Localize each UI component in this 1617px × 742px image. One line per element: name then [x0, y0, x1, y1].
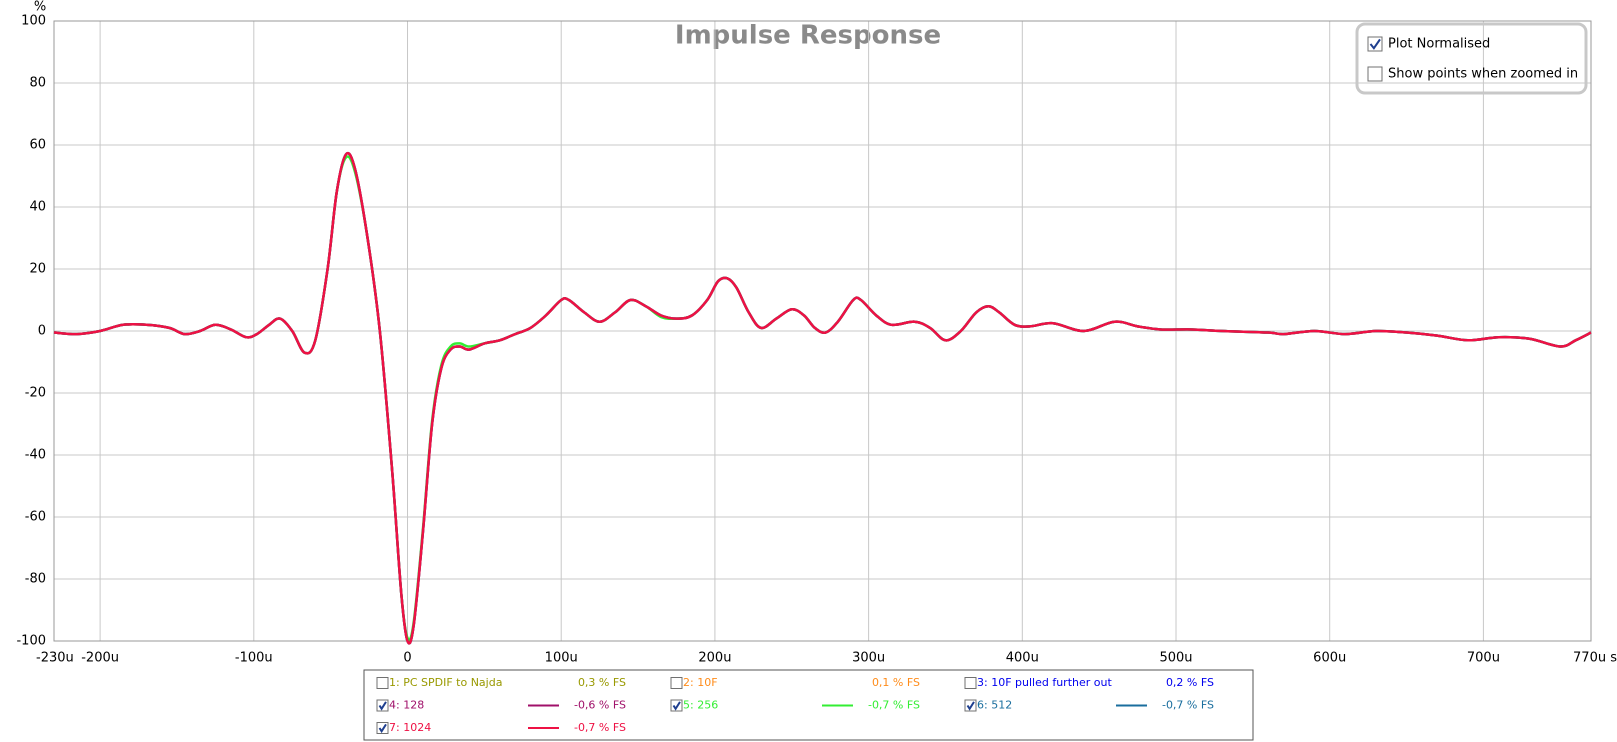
legend-label: 4: 128	[389, 699, 424, 712]
checkbox[interactable]	[964, 699, 977, 712]
checkbox[interactable]	[670, 677, 683, 689]
legend-level: 0,3 % FS	[578, 676, 626, 689]
option-label: Show points when zoomed in	[1388, 67, 1578, 82]
y-tick-label: -80	[25, 572, 46, 587]
legend-level: 0,1 % FS	[872, 676, 920, 689]
x-tick-label: 700u	[1467, 651, 1500, 666]
checkmark	[378, 723, 387, 734]
checkmark	[966, 701, 975, 711]
chart-title: Impulse Response	[675, 21, 941, 51]
y-tick-label: 0	[38, 324, 46, 339]
x-tick-label: -100u	[235, 651, 273, 666]
x-tick-label: 200u	[698, 651, 731, 666]
options-panel	[1355, 22, 1588, 95]
x-tick-label: -200u	[81, 651, 119, 666]
checkbox[interactable]	[376, 722, 389, 734]
y-tick-label: 100	[21, 14, 46, 29]
plot-frame	[53, 20, 1592, 642]
x-tick-label: 300u	[852, 651, 885, 666]
y-tick-label: 60	[29, 138, 46, 153]
checkbox[interactable]	[376, 677, 389, 689]
legend-label: 6: 512	[977, 699, 1012, 712]
checkmark	[672, 701, 681, 711]
y-tick-label: 80	[29, 76, 46, 91]
x-tick-label: -230u	[36, 651, 74, 666]
legend-level: -0,7 % FS	[1162, 699, 1214, 712]
y-tick-label: -60	[25, 510, 46, 525]
legend-label: 7: 1024	[389, 721, 431, 734]
legend-level: 0,2 % FS	[1166, 676, 1214, 689]
y-tick-label: -20	[25, 386, 46, 401]
legend-level: -0,7 % FS	[868, 699, 920, 712]
x-tick-label: 600u	[1313, 651, 1346, 666]
option-label: Plot Normalised	[1388, 37, 1490, 52]
y-tick-label: 40	[29, 200, 46, 215]
x-tick-label: 400u	[1006, 651, 1039, 666]
legend-label: 2: 10F	[683, 676, 718, 689]
legend-label: 5: 256	[683, 699, 718, 712]
checkbox[interactable]	[670, 699, 683, 712]
x-tick-label: 500u	[1159, 651, 1192, 666]
legend-level: -0,7 % FS	[574, 721, 626, 734]
x-tick-label: 770u s	[1573, 651, 1617, 666]
x-tick-label: 100u	[545, 651, 578, 666]
series-line	[53, 151, 1592, 645]
y-tick-label: 20	[29, 262, 46, 277]
y-tick-label: -40	[25, 448, 46, 463]
checkmark	[1369, 38, 1381, 50]
checkbox[interactable]	[1367, 66, 1383, 82]
checkbox[interactable]	[1367, 36, 1383, 52]
legend-box	[363, 669, 1254, 741]
x-tick-label: 0	[403, 651, 411, 666]
checkmark	[378, 701, 387, 711]
y-axis-label: %	[34, 0, 46, 15]
checkbox[interactable]	[376, 699, 389, 712]
checkbox[interactable]	[964, 677, 977, 689]
legend-label: 3: 10F pulled further out	[977, 676, 1112, 689]
y-tick-label: -100	[16, 634, 46, 649]
legend-label: 1: PC SPDIF to Najda	[389, 676, 502, 689]
legend-level: -0,6 % FS	[574, 699, 626, 712]
